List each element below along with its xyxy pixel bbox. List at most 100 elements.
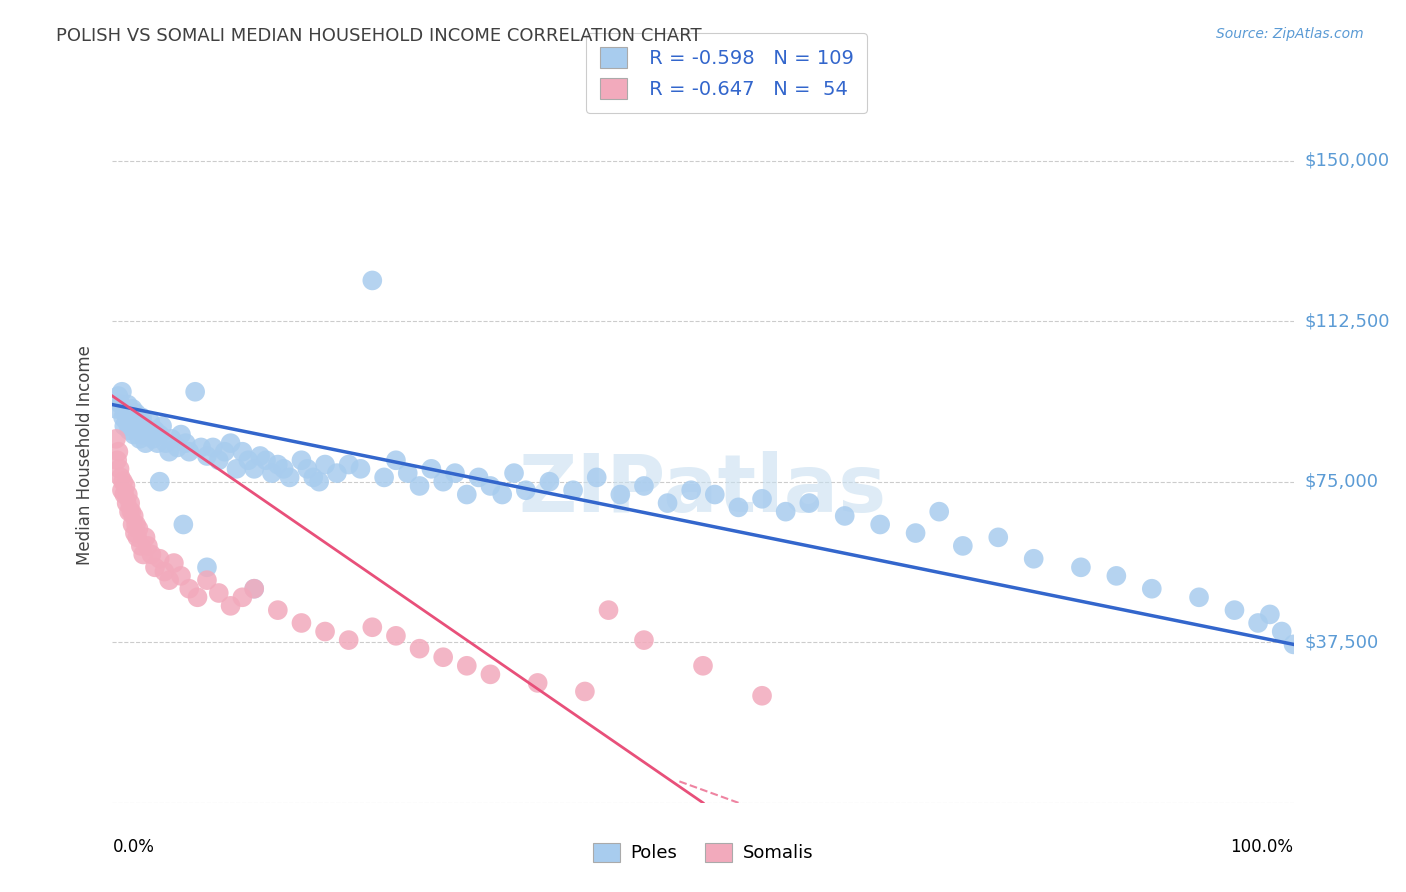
Point	[179, 582, 201, 596]
Text: POLISH VS SOMALI MEDIAN HOUSEHOLD INCOME CORRELATION CHART: POLISH VS SOMALI MEDIAN HOUSEHOLD INCOME…	[56, 27, 702, 45]
Point	[105, 432, 128, 446]
Point	[201, 441, 224, 455]
Point	[432, 475, 454, 489]
Point	[302, 470, 325, 484]
Point	[105, 401, 128, 416]
Point	[467, 470, 489, 484]
Point	[231, 591, 253, 605]
Point	[598, 603, 620, 617]
Point	[681, 483, 703, 498]
Point	[290, 453, 312, 467]
Point	[166, 441, 188, 455]
Legend: Poles, Somalis: Poles, Somalis	[585, 836, 821, 870]
Point	[195, 560, 218, 574]
Point	[609, 487, 631, 501]
Text: $75,000: $75,000	[1305, 473, 1379, 491]
Point	[1140, 582, 1163, 596]
Point	[110, 398, 132, 412]
Point	[120, 505, 142, 519]
Point	[105, 453, 128, 467]
Point	[515, 483, 537, 498]
Point	[361, 273, 384, 287]
Point	[127, 530, 149, 544]
Point	[143, 560, 166, 574]
Point	[107, 389, 129, 403]
Point	[143, 423, 166, 437]
Point	[112, 419, 135, 434]
Point	[479, 479, 502, 493]
Point	[834, 508, 856, 523]
Point	[456, 658, 478, 673]
Point	[179, 444, 201, 458]
Point	[420, 462, 443, 476]
Point	[231, 444, 253, 458]
Point	[120, 410, 142, 425]
Point	[314, 624, 336, 639]
Point	[114, 479, 136, 493]
Point	[115, 496, 138, 510]
Point	[751, 491, 773, 506]
Point	[692, 658, 714, 673]
Point	[408, 479, 430, 493]
Point	[155, 436, 177, 450]
Point	[727, 500, 749, 515]
Point	[219, 599, 242, 613]
Point	[170, 569, 193, 583]
Point	[112, 487, 135, 501]
Point	[114, 406, 136, 420]
Text: $37,500: $37,500	[1305, 633, 1379, 651]
Point	[219, 436, 242, 450]
Point	[267, 458, 290, 472]
Point	[308, 475, 330, 489]
Point	[142, 432, 165, 446]
Point	[297, 462, 319, 476]
Point	[432, 650, 454, 665]
Point	[249, 449, 271, 463]
Point	[267, 603, 290, 617]
Point	[127, 423, 149, 437]
Point	[112, 410, 135, 425]
Point	[120, 419, 142, 434]
Point	[290, 615, 312, 630]
Point	[562, 483, 585, 498]
Point	[928, 505, 950, 519]
Point	[225, 462, 247, 476]
Point	[127, 522, 149, 536]
Point	[170, 427, 193, 442]
Point	[149, 427, 172, 442]
Point	[124, 415, 146, 429]
Point	[131, 410, 153, 425]
Point	[278, 470, 301, 484]
Point	[260, 466, 283, 480]
Point	[153, 565, 176, 579]
Text: Source: ZipAtlas.com: Source: ZipAtlas.com	[1216, 27, 1364, 41]
Text: ZIPatlas: ZIPatlas	[519, 450, 887, 529]
Point	[122, 427, 145, 442]
Point	[775, 505, 797, 519]
Point	[1271, 624, 1294, 639]
Point	[118, 505, 141, 519]
Point	[149, 551, 172, 566]
Point	[132, 548, 155, 562]
Point	[799, 496, 821, 510]
Point	[111, 384, 134, 399]
Point	[456, 487, 478, 501]
Point	[125, 517, 148, 532]
Point	[121, 517, 143, 532]
Point	[160, 432, 183, 446]
Point	[337, 633, 360, 648]
Point	[987, 530, 1010, 544]
Point	[1105, 569, 1128, 583]
Point	[703, 487, 725, 501]
Point	[254, 453, 277, 467]
Point	[385, 453, 408, 467]
Point	[150, 419, 173, 434]
Point	[1282, 637, 1305, 651]
Point	[208, 453, 231, 467]
Point	[243, 582, 266, 596]
Point	[157, 444, 180, 458]
Point	[526, 676, 548, 690]
Point	[136, 423, 159, 437]
Point	[869, 517, 891, 532]
Point	[243, 462, 266, 476]
